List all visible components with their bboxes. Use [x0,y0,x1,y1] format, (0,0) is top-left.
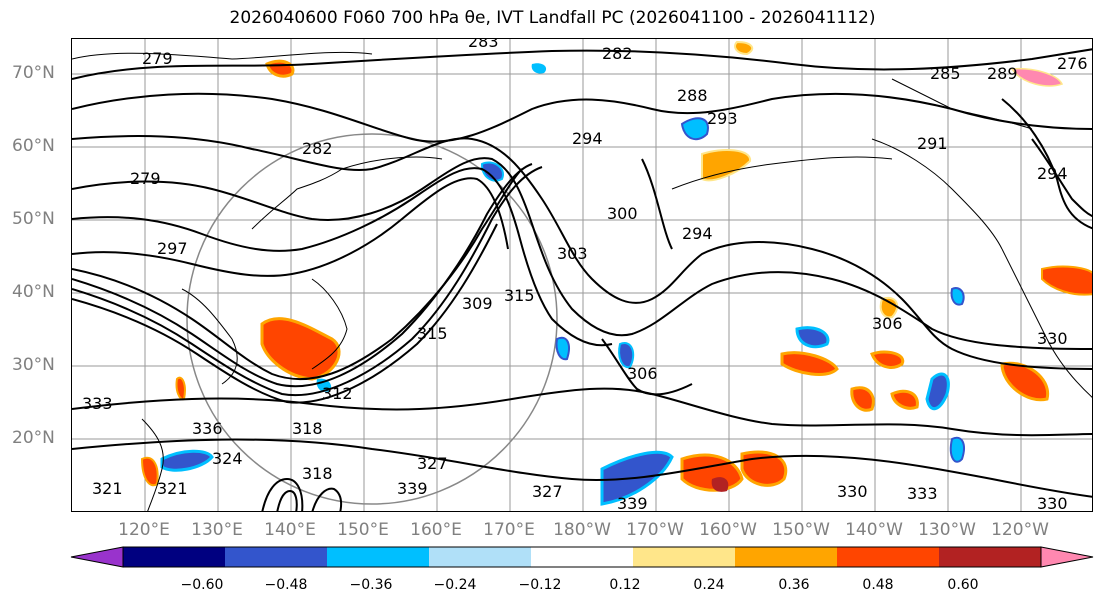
contour-label: 330 [1037,329,1068,348]
contour-label: 315 [417,324,448,343]
lon-label: 130°E [191,520,243,540]
contour-label: 283 [468,39,499,51]
lon-label: 120°W [991,520,1049,540]
colorbar-tick: 0.48 [862,577,894,593]
contour-label: 321 [157,479,188,498]
colorbar-segment [429,547,532,567]
lat-label: 20°N [12,428,55,448]
colorbar-extend-high [1040,546,1094,568]
colorbar-tick: −0.36 [349,577,393,593]
contour-label: 294 [572,129,603,148]
colorbar-segment [633,547,736,567]
map-title: 2026040600 F060 700 hPa θe, IVT Landfall… [229,8,876,28]
contour-label: 339 [397,479,428,498]
theta-e-contours [72,48,1092,511]
contour-label: 327 [532,482,563,501]
colorbar-border [122,546,1042,568]
contour-label: 327 [417,454,448,473]
colorbar-segment [735,547,838,567]
colorbar-tick: 0.24 [693,577,725,593]
colorbar-tick: 0.60 [947,577,979,593]
colorbar-segment [939,547,1042,567]
contour-label: 279 [130,169,161,188]
contour-label: 288 [677,86,708,105]
graticule [72,39,1092,511]
contour-label: 318 [292,419,323,438]
contour-label: 309 [462,294,493,313]
lat-label: 60°N [12,136,55,156]
contour-labels: 279 283 282 285 289 276 288 293 294 291 … [82,39,1088,512]
colorbar-tick: 0.12 [609,577,641,593]
lon-label: 160°W [699,520,757,540]
contour-label: 303 [557,244,588,263]
contour-label: 330 [1037,494,1068,512]
contour-label: 282 [602,44,633,63]
colorbar-tick: −0.60 [180,577,224,593]
contour-label: 315 [504,286,535,305]
contour-label: 333 [907,484,938,503]
map-panel: 279 283 282 285 289 276 288 293 294 291 … [71,38,1093,512]
contour-label: 276 [1057,54,1088,73]
contour-label: 279 [142,49,173,68]
lon-label: 170°W [626,520,684,540]
lat-label: 30°N [12,355,55,375]
lon-label: 140°E [264,520,316,540]
landfall-region-circle [186,133,558,505]
contour-label: 289 [987,64,1018,83]
contour-label: 291 [917,134,948,153]
colorbar-extend-low [70,546,124,568]
lat-label: 50°N [12,209,55,229]
colorbar-tick: −0.24 [433,577,477,593]
contour-label: 285 [930,64,961,83]
lat-label: 40°N [12,282,55,302]
contour-label: 336 [192,419,223,438]
colorbar-tick: −0.12 [518,577,562,593]
colorbar-segment [123,547,226,567]
contour-label: 312 [322,384,353,403]
contour-label: 300 [607,204,638,223]
contour-label: 306 [872,314,903,333]
contour-label: 294 [1037,164,1068,183]
contour-label: 321 [92,479,123,498]
contour-label: 282 [302,139,333,158]
colorbar-tick: 0.36 [778,577,810,593]
colorbar-tick: −0.48 [264,577,308,593]
map-canvas: 279 283 282 285 289 276 288 293 294 291 … [72,39,1092,512]
lon-label: 160°E [410,520,462,540]
lon-label: 130°W [918,520,976,540]
contour-label: 293 [707,109,738,128]
colorbar-segment [225,547,328,567]
contour-label: 330 [837,482,868,501]
pc-shading [140,40,1092,506]
lon-label: 150°E [337,520,389,540]
contour-label: 333 [82,394,113,413]
lon-label: 150°W [772,520,830,540]
contour-label: 297 [157,239,188,258]
colorbar-segment [327,547,430,567]
lon-label: 140°W [845,520,903,540]
contour-label: 324 [212,449,243,468]
lat-label: 70°N [12,63,55,83]
colorbar-segment [531,547,634,567]
lon-label: 170°E [483,520,535,540]
lon-label: 180°W [553,520,611,540]
colorbar-segment [837,547,940,567]
contour-label: 294 [682,224,713,243]
contour-label: 318 [302,464,333,483]
contour-label: 306 [627,364,658,383]
contour-label: 339 [617,494,648,512]
lon-label: 120°E [118,520,170,540]
